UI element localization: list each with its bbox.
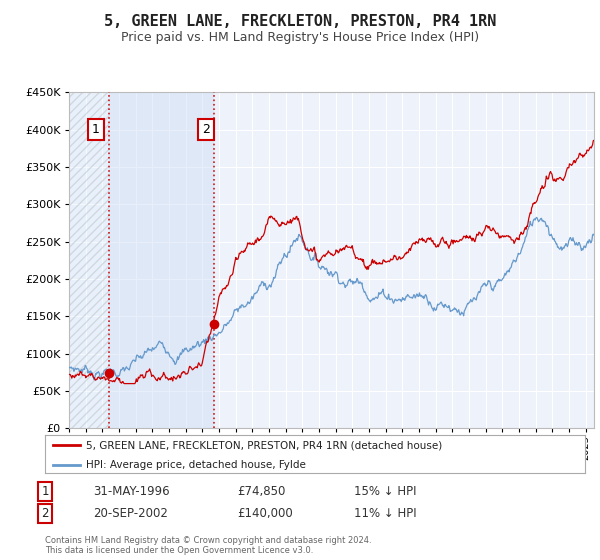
Bar: [69, 92, 109, 428]
Text: £140,000: £140,000: [237, 507, 293, 520]
Text: 2: 2: [202, 123, 210, 136]
Bar: [69, 92, 109, 428]
Text: 5, GREEN LANE, FRECKLETON, PRESTON, PR4 1RN: 5, GREEN LANE, FRECKLETON, PRESTON, PR4 …: [104, 14, 496, 29]
Text: 2: 2: [41, 507, 49, 520]
Text: 20-SEP-2002: 20-SEP-2002: [93, 507, 168, 520]
Text: 5, GREEN LANE, FRECKLETON, PRESTON, PR4 1RN (detached house): 5, GREEN LANE, FRECKLETON, PRESTON, PR4 …: [86, 440, 442, 450]
Bar: [109, 92, 214, 428]
Text: 15% ↓ HPI: 15% ↓ HPI: [354, 485, 416, 498]
Text: HPI: Average price, detached house, Fylde: HPI: Average price, detached house, Fyld…: [86, 460, 305, 470]
Text: 31-MAY-1996: 31-MAY-1996: [93, 485, 170, 498]
Text: 1: 1: [41, 485, 49, 498]
Text: 1: 1: [92, 123, 100, 136]
Text: £74,850: £74,850: [237, 485, 286, 498]
Text: 11% ↓ HPI: 11% ↓ HPI: [354, 507, 416, 520]
Text: Price paid vs. HM Land Registry's House Price Index (HPI): Price paid vs. HM Land Registry's House …: [121, 31, 479, 44]
Text: Contains HM Land Registry data © Crown copyright and database right 2024.
This d: Contains HM Land Registry data © Crown c…: [45, 536, 371, 556]
